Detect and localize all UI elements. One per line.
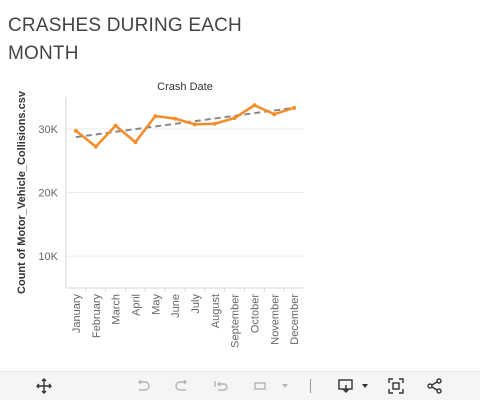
x-tick-label: December (289, 294, 301, 345)
data-point[interactable] (292, 105, 297, 110)
y-tick-label: 10K (38, 251, 58, 263)
y-tick-label: 30K (38, 124, 58, 136)
x-tick-label: November (269, 294, 281, 345)
x-tick-label: September (230, 294, 242, 348)
data-point[interactable] (192, 122, 197, 127)
download-icon[interactable] (334, 374, 358, 398)
x-tick-label: April (130, 294, 142, 316)
y-axis-label: Count of Motor_Vehicle_Collisions.csv (16, 90, 28, 294)
share-icon[interactable] (423, 374, 447, 398)
x-tick-label: October (249, 294, 261, 333)
move-icon[interactable] (32, 374, 56, 398)
x-tick-label: July (190, 294, 202, 314)
dashboard-title: CRASHES DURING EACH MONTH (8, 15, 242, 64)
undo-icon[interactable] (131, 374, 155, 398)
line-chart: 10K 20K 30K Crash Date Count of Motor_Vehicl… (16, 81, 304, 348)
fullscreen-icon[interactable] (384, 374, 408, 398)
revert-icon[interactable] (209, 374, 233, 398)
data-point[interactable] (232, 116, 237, 121)
x-tick-label: June (170, 294, 182, 318)
chevron-down-icon[interactable] (273, 374, 297, 398)
data-point[interactable] (173, 116, 178, 121)
data-point[interactable] (93, 144, 98, 149)
data-point[interactable] (73, 128, 78, 133)
chart-header: Crash Date (157, 81, 213, 93)
data-point[interactable] (113, 123, 118, 128)
data-point[interactable] (153, 114, 158, 119)
viz-toolbar (0, 371, 480, 400)
series-line (74, 103, 296, 148)
x-tick-label: May (150, 294, 162, 315)
x-tick-label: March (111, 294, 123, 325)
data-point[interactable] (133, 140, 138, 145)
chevron-down-icon[interactable] (353, 374, 377, 398)
data-point[interactable] (212, 121, 217, 126)
data-point[interactable] (252, 103, 257, 108)
toolbar-divider (310, 379, 311, 393)
redo-icon[interactable] (170, 374, 194, 398)
x-tick-label: August (210, 294, 222, 328)
data-point[interactable] (272, 112, 277, 117)
y-tick-label: 20K (38, 188, 58, 200)
x-tick-label: February (91, 294, 103, 339)
x-tick-label: January (71, 294, 83, 334)
refresh-icon[interactable] (248, 374, 272, 398)
